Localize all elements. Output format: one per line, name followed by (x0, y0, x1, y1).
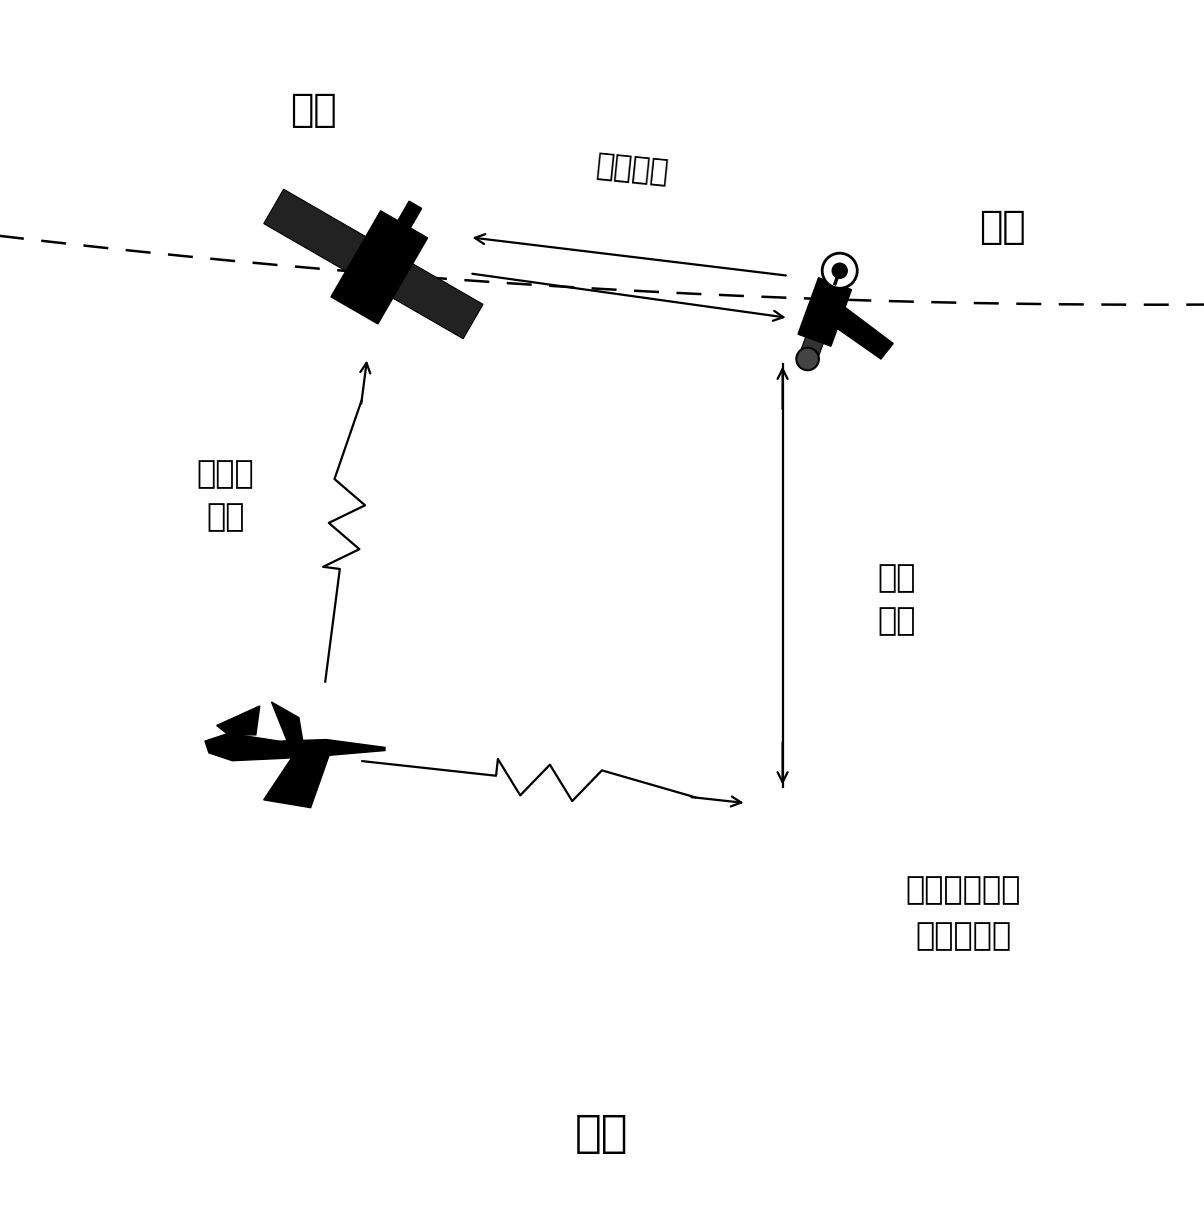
Circle shape (832, 264, 848, 278)
Polygon shape (264, 741, 334, 807)
Polygon shape (271, 702, 302, 741)
Polygon shape (397, 201, 421, 228)
Text: 主星: 主星 (290, 90, 336, 129)
Polygon shape (217, 706, 260, 735)
Polygon shape (205, 734, 385, 761)
Polygon shape (264, 189, 366, 271)
Text: 星间通信: 星间通信 (595, 151, 669, 187)
Polygon shape (801, 337, 824, 358)
Text: 地球: 地球 (576, 1111, 628, 1155)
Polygon shape (393, 264, 483, 338)
Polygon shape (331, 211, 427, 324)
Polygon shape (798, 277, 851, 346)
Circle shape (796, 348, 819, 370)
Polygon shape (837, 308, 893, 359)
Text: 星地
通信: 星地 通信 (878, 563, 916, 636)
Text: 无线电
信号: 无线电 信号 (197, 459, 254, 534)
Text: 地面运控及数
据处理系统: 地面运控及数 据处理系统 (905, 875, 1021, 952)
Circle shape (822, 253, 857, 288)
Text: 辅星: 辅星 (980, 208, 1026, 245)
